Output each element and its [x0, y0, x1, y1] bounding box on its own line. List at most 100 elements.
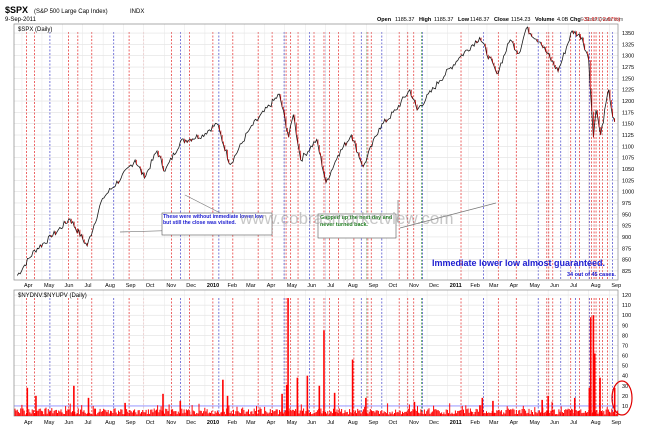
ratio-x-tick: Apr — [267, 420, 276, 426]
close-label: Close — [494, 17, 509, 23]
price-x-tick: Nov — [409, 283, 419, 289]
ratio-x-tick: May — [44, 420, 55, 426]
watermark: www.cobrasmarketview.com — [239, 209, 454, 228]
price-y-tick: 1100 — [622, 144, 634, 150]
price-y-tick: 1350 — [622, 31, 634, 37]
note-box-gap — [317, 213, 397, 239]
price-x-tick: Nov — [166, 283, 176, 289]
price-x-tick: Jul — [570, 283, 577, 289]
price-y-tick: 925 — [622, 224, 631, 230]
price-y-tick: 1125 — [622, 133, 634, 139]
price-x-tick: Apr — [24, 283, 33, 289]
ratio-y-tick: 30 — [622, 384, 628, 390]
note-left: These were without immediate lower low b… — [163, 214, 264, 226]
ratio-x-tick: 2010 — [207, 420, 219, 426]
price-panel — [13, 23, 619, 281]
price-y-tick: 825 — [622, 269, 631, 275]
volume-value: 4.0B — [557, 17, 569, 23]
x-tick-labels: Apr Apr May May Jun Jun Jul Jul Aug Aug Sep Sep Oct O… — [24, 283, 621, 426]
price-y-tick: 1300 — [622, 54, 634, 60]
high-value: 1185.37 — [434, 17, 453, 23]
ratio-y-tick: 40 — [622, 374, 628, 380]
price-x-tick: Mar — [246, 283, 256, 289]
price-y-tick: 950 — [622, 212, 631, 218]
price-y-tick: 1175 — [622, 110, 634, 116]
price-x-tick: Aug — [105, 283, 115, 289]
ratio-x-tick: Jul — [327, 420, 334, 426]
chart-symbol: $SPX — [5, 5, 28, 15]
price-x-tick: Jul — [85, 283, 92, 289]
ratio-x-tick: Sep — [126, 420, 136, 426]
low-value: 1148.37 — [470, 17, 489, 23]
ratio-x-tick: May — [287, 420, 298, 426]
price-x-tick: Sep — [611, 283, 621, 289]
volume-ratio-bars — [14, 298, 619, 416]
open-label: Open — [377, 17, 392, 23]
close-value: 1154.23 — [511, 17, 530, 23]
ratio-x-tick: Mar — [246, 420, 256, 426]
price-x-tick: Dec — [429, 283, 439, 289]
ratio-y-tick: 110 — [622, 303, 631, 309]
price-line — [16, 26, 616, 276]
chart-source: © StockCharts.com — [580, 16, 623, 23]
price-x-tick: Apr — [510, 283, 519, 289]
price-x-tick: Dec — [186, 283, 196, 289]
price-x-tick: May — [287, 283, 298, 289]
ratio-x-tick: Jun — [65, 420, 74, 426]
open-value: 1185.37 — [395, 17, 414, 23]
ratio-x-tick: May — [530, 420, 541, 426]
price-x-tick: Jun — [550, 283, 559, 289]
chg-value: -31.67 (-2.67%) — [582, 17, 620, 23]
note-box-left — [161, 212, 273, 236]
price-series — [16, 26, 616, 276]
ratio-x-tick: Nov — [409, 420, 419, 426]
ratio-x-tick: Aug — [348, 420, 358, 426]
high-label: High — [419, 17, 432, 23]
price-x-tick: Apr — [267, 283, 276, 289]
ratio-x-tick: Apr — [510, 420, 519, 426]
price-x-tick: Sep — [126, 283, 136, 289]
ratio-x-tick: Oct — [146, 420, 155, 426]
price-y-tick: 1225 — [622, 88, 634, 94]
chart-date: 9-Sep-2011 — [5, 17, 37, 23]
price-y-tick: 1275 — [622, 65, 634, 71]
ratio-y-tick: 100 — [622, 313, 631, 319]
price-x-tick: 2011 — [450, 283, 462, 289]
price-x-tick: Mar — [489, 283, 499, 289]
ratio-y-tick: 120 — [622, 293, 631, 299]
price-x-tick: Aug — [591, 283, 601, 289]
ratio-x-tick: Aug — [105, 420, 115, 426]
price-x-tick: Sep — [369, 283, 379, 289]
ratio-x-tick: Sep — [369, 420, 379, 426]
ratio-x-tick: Jun — [550, 420, 559, 426]
ratio-x-tick: Nov — [166, 420, 176, 426]
count-note: 34 out of 45 cases. — [567, 272, 616, 278]
price-x-tick: Jul — [327, 283, 334, 289]
grid-lines — [14, 24, 618, 416]
low-label: Low — [458, 17, 470, 23]
price-y-tick: 1075 — [622, 156, 634, 162]
price-x-tick: Jun — [65, 283, 74, 289]
volume-ratio-legend: $NYDNV:$NYUPV (Daily) — [18, 293, 87, 299]
ratio-x-tick: Jun — [307, 420, 316, 426]
price-y-tick: 975 — [622, 201, 631, 207]
ratio-x-tick: Dec — [429, 420, 439, 426]
price-x-tick: Feb — [470, 283, 479, 289]
ratio-x-tick: Apr — [24, 420, 33, 426]
price-y-tick: 1250 — [622, 76, 634, 82]
ratio-y-tick: 90 — [622, 323, 628, 329]
volume-label: Volume — [535, 17, 554, 23]
price-x-tick: May — [44, 283, 55, 289]
annotation-leader-4 — [399, 202, 497, 229]
ratio-x-tick: Feb — [470, 420, 479, 426]
chart-exchange: INDX — [130, 9, 144, 15]
ratio-x-tick: Sep — [611, 420, 621, 426]
highlight-circle — [611, 380, 633, 416]
y-tick-labels: 8258508759009259509751000102510501075110… — [622, 31, 634, 410]
ratio-x-tick: Mar — [489, 420, 499, 426]
ratio-x-tick: Dec — [186, 420, 196, 426]
price-y-tick: 900 — [622, 235, 631, 241]
price-y-tick: 1325 — [622, 42, 634, 48]
price-legend: $SPX (Daily) — [18, 27, 52, 33]
